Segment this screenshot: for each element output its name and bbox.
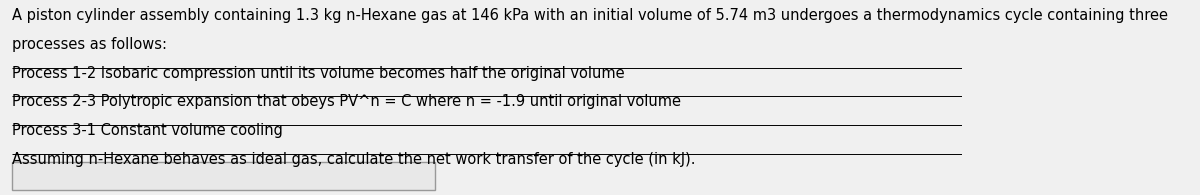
FancyBboxPatch shape [12, 162, 436, 191]
Text: Assuming n-Hexane behaves as ideal gas, calculate the net work transfer of the c: Assuming n-Hexane behaves as ideal gas, … [12, 152, 696, 167]
Text: processes as follows:: processes as follows: [12, 37, 167, 52]
Text: Process 2-3 Polytropic expansion that obeys PV^n = C where n = -1.9 until origin: Process 2-3 Polytropic expansion that ob… [12, 94, 682, 109]
Text: Process 3-1 Constant volume cooling: Process 3-1 Constant volume cooling [12, 123, 283, 138]
Text: Process 1-2 Isobaric compression until its volume becomes half the original volu: Process 1-2 Isobaric compression until i… [12, 66, 625, 81]
Text: A piston cylinder assembly containing 1.3 kg n-Hexane gas at 146 kPa with an ini: A piston cylinder assembly containing 1.… [12, 8, 1169, 23]
